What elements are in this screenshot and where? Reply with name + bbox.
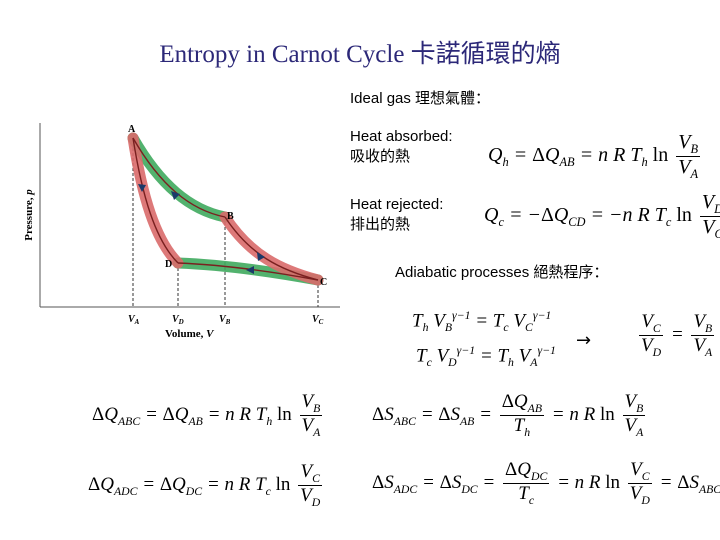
page-title: Entropy in Carnot Cycle 卡諾循環的熵	[159, 41, 561, 68]
delta-q-abc-equation: ΔQABC = ΔQAB = n R Th ln VB VA	[92, 391, 323, 439]
delta-q-adc-equation: ΔQADC = ΔQDC = n R Tc ln VC VD	[88, 461, 323, 509]
y-axis-label: Pressure, p	[23, 189, 35, 241]
adiabatic-label: Adiabatic processes 絕熱程序：	[395, 264, 609, 281]
heat-rejected-label: Heat rejected:	[350, 196, 444, 213]
qc-equation: Qc = −ΔQCD = −n R Tc ln VDVC	[484, 191, 720, 241]
direction-arrows	[138, 184, 265, 274]
adiabat-da-band	[127, 132, 184, 269]
heat-rejected-cn: 排出的熱	[350, 216, 411, 233]
x-axis-label: Volume, V	[165, 328, 215, 340]
implies-arrow: →	[576, 330, 592, 351]
point-A: A	[128, 124, 136, 135]
adiabatic-eq-1: Th VBγ−1 = Tc VCγ−1	[412, 309, 552, 335]
point-B: B	[227, 211, 234, 222]
ideal-gas-label: Ideal gas 理想氣體：	[350, 90, 491, 107]
pv-diagram: Pressure, p A B C D	[20, 115, 340, 345]
adiabatic-eq-2: Tc VDγ−1 = Th VAγ−1	[416, 344, 556, 370]
point-D: D	[165, 259, 172, 270]
tick-VA: VA	[128, 314, 140, 326]
tick-VB: VB	[219, 314, 231, 326]
delta-s-adc-equation: ΔSADC = ΔSDC = ΔQDC Tc = n R ln VC VD = ΔS…	[372, 459, 720, 507]
delta-s-abc-equation: ΔSABC = ΔSAB = ΔQAB Th = n R ln VB VA	[372, 391, 646, 439]
tick-VD: VD	[172, 314, 184, 326]
heat-absorbed-cn: 吸收的熱	[350, 148, 411, 165]
qh-equation: Qh = ΔQAB = n R Th ln VB VA	[488, 131, 701, 182]
volume-ratio-eq: VC VD = VB VA	[639, 311, 715, 359]
tick-VC: VC	[312, 314, 324, 326]
point-C: C	[320, 277, 327, 288]
heat-absorbed-label: Heat absorbed:	[350, 128, 453, 145]
